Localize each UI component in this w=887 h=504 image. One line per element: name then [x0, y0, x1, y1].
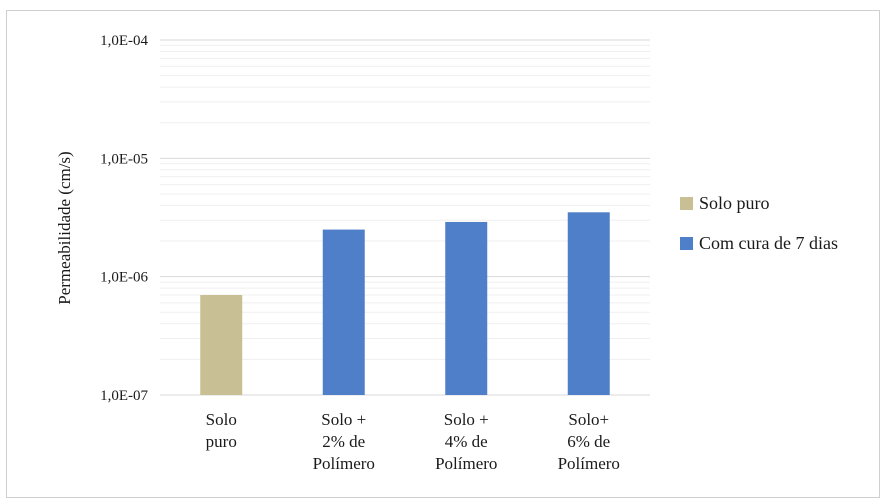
legend: Solo puro Com cura de 7 dias [680, 190, 838, 270]
y-tick-label: 1,0E-06 [100, 270, 148, 286]
category-label: Solo +2% de Polímero [313, 410, 375, 473]
legend-swatch [680, 236, 693, 250]
legend-item-solo-puro: Solo puro [680, 190, 838, 216]
legend-label: Solo puro [699, 192, 770, 213]
bar [200, 294, 243, 395]
y-tick-label: 1,0E-07 [100, 388, 148, 404]
bar [322, 229, 365, 395]
legend-swatch [680, 196, 693, 210]
category-label: Solo puro [206, 410, 237, 451]
bars [200, 212, 610, 395]
category-label: Solo +4% de Polímero [435, 410, 497, 473]
chart-frame [6, 10, 880, 498]
bar [567, 212, 610, 395]
y-tick-labels: 1,0E-04 1,0E-05 1,0E-06 1,0E-07 [100, 33, 148, 404]
category-labels: Solo puro Solo +2% de Polímero Solo +4% de Po… [206, 410, 620, 473]
category-label: Solo+ 6% de Polímero [558, 410, 620, 473]
y-axis-label: Permeabilidade (cm/s) [55, 151, 74, 304]
legend-label: Com cura de 7 dias [699, 232, 838, 253]
bar [445, 221, 488, 395]
legend-item-com-cura: Com cura de 7 dias [680, 230, 838, 256]
y-tick-label: 1,0E-05 [100, 151, 148, 167]
y-tick-label: 1,0E-04 [100, 33, 148, 49]
